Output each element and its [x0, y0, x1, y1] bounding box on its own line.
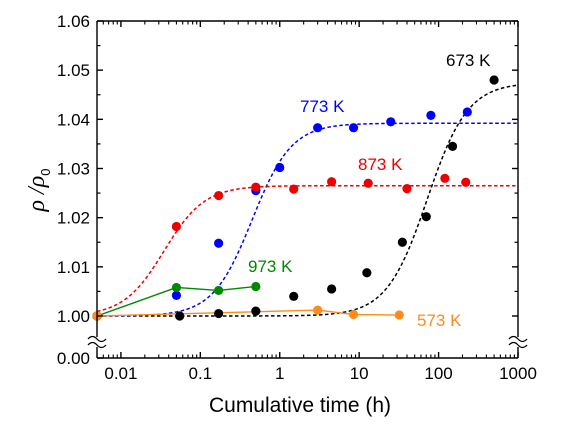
- x-tick-label: 0.01: [104, 364, 137, 383]
- fit-curve-673-k: [97, 84, 519, 317]
- axis-ticks: 1.00 1.01 1.02 1.03 1.04 1.05 1.06 0.00 0.01 0.1 1…: [57, 12, 537, 383]
- fit-curve-873-k: [96, 184, 518, 313]
- x-tick-label: 1: [275, 364, 284, 383]
- data-point-973-k: [214, 285, 224, 296]
- data-point-573-k: [313, 305, 323, 315]
- data-point-673-k: [327, 284, 337, 294]
- data-point-673-k: [447, 141, 458, 151]
- connect-line-573-k: [96, 309, 400, 317]
- data-point-673-k: [251, 306, 261, 316]
- data-point-873-k: [402, 184, 412, 194]
- y-tick-label: 1.04: [57, 110, 90, 129]
- y-tick-label: 1.06: [57, 12, 90, 31]
- axis-break-left-lower: [87, 341, 107, 349]
- data-point-673-k: [175, 311, 185, 321]
- x-tick-label: 10: [350, 364, 369, 383]
- x-tick-label: 1000: [499, 364, 537, 383]
- series-label-573-k: 573 K: [417, 311, 462, 330]
- data-point-773-k: [426, 110, 436, 120]
- series-labels: 673 K 773 K 873 K 973 K 573 K: [248, 51, 491, 330]
- x-tick-label: 0.1: [189, 364, 213, 383]
- series-label-873-k: 873 K: [358, 155, 403, 174]
- data-point-873-k: [440, 173, 450, 183]
- y-axis-title: ρ /ρ0: [24, 169, 53, 213]
- data-point-773-k: [214, 238, 224, 248]
- data-point-773-k: [171, 290, 182, 300]
- data-point-773-k: [275, 162, 285, 173]
- data-point-873-k: [289, 184, 299, 194]
- series-label-773-k: 773 K: [300, 97, 345, 116]
- data-point-673-k: [489, 75, 499, 85]
- y-tick-label: 1.02: [57, 209, 90, 228]
- x-tick-label: 100: [424, 364, 452, 383]
- data-point-573-k: [394, 310, 404, 320]
- fit-curves: [96, 84, 519, 317]
- data-point-773-k: [386, 117, 396, 127]
- y-tick-label: 1.05: [57, 61, 90, 80]
- data-point-773-k: [348, 123, 359, 133]
- data-point-573-k: [348, 309, 359, 320]
- fit-curve-773-k: [96, 122, 518, 317]
- data-point-673-k: [397, 237, 407, 247]
- data-point-773-k: [462, 107, 472, 117]
- axis-break-right-lower: [508, 341, 528, 349]
- data-point-873-k: [214, 190, 224, 201]
- data-point-973-k: [251, 281, 261, 292]
- data-point-673-k: [421, 212, 431, 222]
- data-point-973-k: [171, 282, 182, 293]
- plot-frame: [87, 20, 528, 359]
- data-point-873-k: [327, 177, 337, 187]
- data-point-773-k: [313, 123, 323, 133]
- y-tick-label: 1.03: [57, 160, 90, 179]
- y-tick-label: 1.01: [57, 258, 90, 277]
- data-point-873-k: [251, 182, 261, 192]
- axis-break-right-upper: [508, 335, 528, 343]
- series-label-973-k: 973 K: [248, 257, 293, 276]
- data-point-673-k: [362, 268, 372, 278]
- data-point-873-k: [363, 178, 373, 188]
- data-point-673-k: [214, 308, 224, 319]
- data-points: [92, 75, 499, 321]
- data-point-673-k: [289, 291, 299, 301]
- data-point-873-k: [171, 221, 182, 232]
- x-axis-title: Cumulative time (h): [209, 394, 391, 417]
- y-tick-label-zero: 0.00: [57, 349, 90, 368]
- series-label-673-k: 673 K: [446, 51, 491, 70]
- connect-line-973-k: [96, 285, 256, 317]
- y-tick-label: 1.00: [57, 307, 90, 326]
- data-point-873-k: [461, 177, 471, 187]
- axis-break-left-upper: [87, 335, 107, 343]
